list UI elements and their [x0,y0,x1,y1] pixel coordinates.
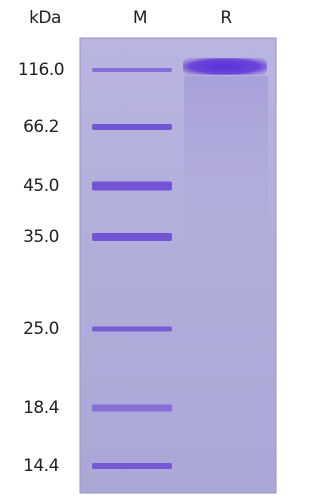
lane-label: R [220,8,232,28]
gel-figure: kDa M R 116.0 66.2 45.0 35.0 25.0 18.4 14.4 [0,0,283,499]
marker-band [92,327,172,332]
marker-band [92,124,172,130]
marker-label: 25.0 [23,319,59,339]
marker-band [92,182,172,191]
marker-label: 45.0 [23,176,59,196]
marker-band [92,68,172,72]
marker-label: 14.4 [23,456,59,476]
marker-label: 66.2 [23,117,59,137]
marker-label: 18.4 [23,398,59,418]
marker-band [92,405,172,412]
sample-band [183,58,267,75]
unit-label: kDa [29,8,61,28]
marker-label: 35.0 [23,227,59,247]
lane-label: M [133,8,147,28]
lane-smear [184,76,268,266]
page: kDa M R 116.066.245.035.025.018.414.4 ((… [0,0,283,499]
marker-label: 116.0 [18,60,64,80]
marker-band [92,463,172,469]
marker-band [92,233,172,241]
